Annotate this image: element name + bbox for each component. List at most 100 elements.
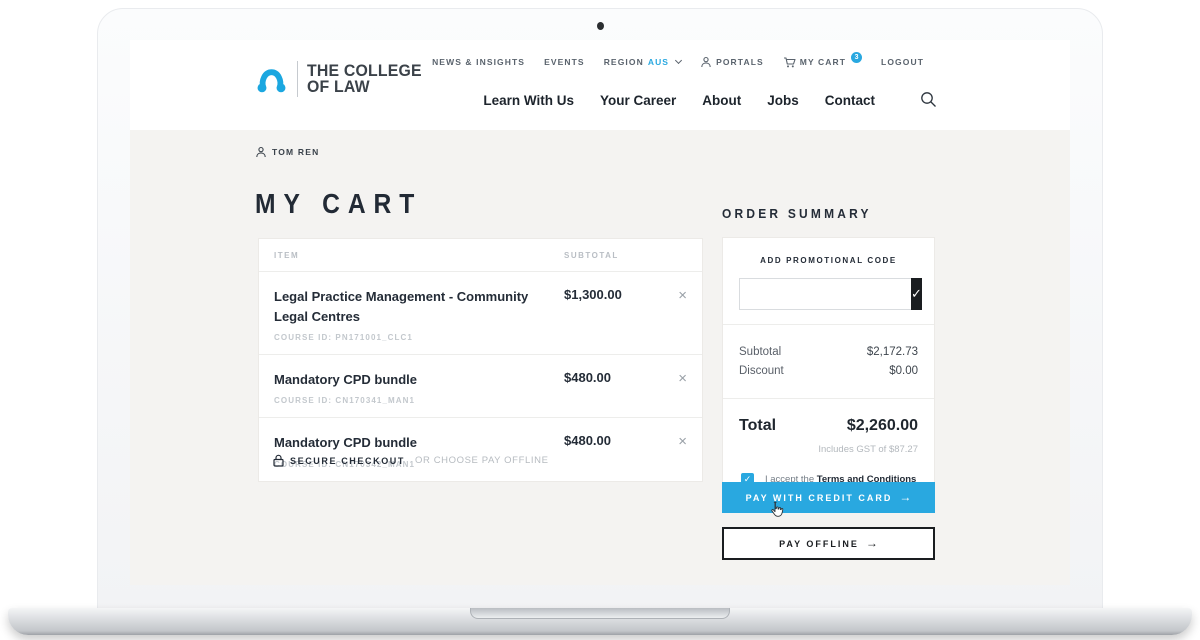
cart-item-row: Mandatory CPD bundle COURSE ID: CN170341… — [259, 355, 702, 419]
pay-offline-button[interactable]: PAY OFFLINE → — [722, 527, 935, 560]
user-name: TOM REN — [272, 147, 320, 157]
main-nav: Learn With Us Your Career About Jobs Con… — [483, 93, 875, 108]
discount-value: $0.00 — [889, 365, 918, 377]
logout-label: LOGOUT — [881, 57, 924, 67]
promo-section: ADD PROMOTIONAL CODE ✓ — [723, 238, 934, 325]
pay-offline-label: PAY OFFLINE — [779, 538, 859, 549]
utility-events[interactable]: EVENTS — [544, 57, 585, 67]
cart-item-course-id: COURSE ID: CN170342_MAN1 — [274, 459, 416, 469]
cart-item-subtotal: $1,300.00 — [564, 287, 622, 302]
utility-nav: NEWS & INSIGHTS EVENTS REGION AUS PORTAL… — [432, 51, 924, 68]
cart-table: ITEM SUBTOTAL Legal Practice Management … — [258, 238, 703, 482]
subtotal-label: Subtotal — [739, 346, 782, 358]
utility-news-label: NEWS & INSIGHTS — [432, 57, 526, 67]
promo-code-row: ✓ — [739, 278, 922, 310]
secure-checkout-note: SECURE CHECKOUT OR CHOOSE PAY OFFLINE — [273, 454, 549, 467]
promo-code-label: ADD PROMOTIONAL CODE — [760, 256, 897, 265]
accept-prefix: I accept the — [765, 474, 815, 485]
nav-learn-with-us[interactable]: Learn With Us — [483, 93, 574, 108]
region-value: AUS — [647, 57, 670, 67]
terms-and-conditions-link[interactable]: Terms and Conditions — [816, 474, 917, 485]
hand-pointer-icon — [771, 501, 784, 517]
cart-item-course-id: COURSE ID: CN170341_MAN1 — [274, 396, 416, 406]
check-icon: ✓ — [743, 474, 752, 484]
nav-jobs[interactable]: Jobs — [767, 93, 799, 108]
cart-item-course-id: COURSE ID: PN171001_CLC1 — [274, 333, 413, 343]
lock-icon — [273, 454, 284, 467]
grand-total-section: Total $2,260.00 Includes GST of $87.27 ✓… — [723, 399, 934, 506]
total-value: $2,260.00 — [846, 417, 918, 434]
cart-count-badge: 3 — [851, 51, 863, 63]
subtotal-row: Subtotal $2,172.73 — [739, 346, 918, 358]
logo-line1: THE COLLEGE — [307, 61, 422, 80]
total-row: Total $2,260.00 — [739, 417, 918, 435]
cart-table-header: ITEM SUBTOTAL — [259, 239, 702, 272]
apply-promo-button[interactable]: ✓ — [911, 278, 922, 310]
arrow-right-icon: → — [899, 490, 912, 504]
person-icon — [701, 56, 711, 68]
cart-item-info: Legal Practice Management - Community Le… — [274, 287, 564, 342]
utility-my-cart[interactable]: MY CART 3 — [783, 51, 863, 68]
logo-divider — [297, 61, 298, 97]
laptop-base — [8, 608, 1192, 635]
laptop-base-notch — [470, 608, 730, 619]
subtotal-value: $2,172.73 — [866, 346, 918, 358]
pay-with-credit-card-button[interactable]: PAY WITH CREDIT CARD → — [722, 482, 935, 513]
check-icon: ✓ — [911, 286, 922, 301]
utility-news-insights[interactable]: NEWS & INSIGHTS — [432, 57, 525, 67]
cart-item-title: Mandatory CPD bundle — [274, 435, 418, 451]
arrow-right-icon: → — [865, 536, 878, 550]
nav-about[interactable]: About — [702, 93, 742, 108]
discount-label: Discount — [739, 365, 784, 377]
or-pay-offline-label[interactable]: OR CHOOSE PAY OFFLINE — [415, 455, 549, 466]
cart-item-subtotal: $480.00 — [564, 433, 611, 449]
utility-logout[interactable]: LOGOUT — [881, 57, 924, 67]
chevron-down-icon — [675, 56, 683, 65]
webcam-dot — [597, 22, 604, 30]
college-of-law-logo[interactable]: THE COLLEGE OF LAW — [255, 61, 427, 97]
remove-item-icon[interactable]: × — [678, 433, 687, 451]
site-header: THE COLLEGE OF LAW NEWS & INSIGHTS EVENT… — [130, 40, 1070, 130]
cart-item-subtotal: $480.00 — [564, 370, 611, 386]
logo-line2: OF LAW — [307, 78, 370, 96]
portals-label: PORTALS — [716, 57, 764, 67]
remove-item-icon[interactable]: × — [678, 287, 687, 304]
cart-item-info: Mandatory CPD bundle COURSE ID: CN170341… — [274, 370, 564, 405]
utility-events-label: EVENTS — [544, 57, 585, 67]
utility-portals[interactable]: PORTALS — [700, 56, 764, 68]
total-label: Total — [739, 417, 777, 434]
totals-section: Subtotal $2,172.73 Discount $0.00 — [723, 325, 934, 399]
mouse-cursor — [771, 501, 786, 524]
order-summary-title: ORDER SUMMARY — [722, 206, 872, 221]
pay-credit-label: PAY WITH CREDIT CARD — [745, 492, 893, 503]
nav-your-career[interactable]: Your Career — [599, 93, 677, 108]
gst-note: Includes GST of $87.27 — [818, 444, 918, 455]
college-of-law-logo-icon — [257, 68, 286, 92]
column-header-item: ITEM — [274, 251, 300, 260]
column-header-subtotal: SUBTOTAL — [564, 251, 619, 260]
cart-item-row: Legal Practice Management - Community Le… — [259, 272, 702, 356]
logged-in-user[interactable]: TOM REN — [255, 146, 319, 158]
cart-item-title: Mandatory CPD bundle — [274, 372, 418, 388]
secure-checkout-label: SECURE CHECKOUT — [290, 455, 406, 466]
utility-region-selector[interactable]: REGION AUS — [603, 56, 683, 67]
search-button[interactable] — [920, 91, 937, 108]
discount-row: Discount $0.00 — [739, 365, 918, 377]
order-summary-card: ADD PROMOTIONAL CODE ✓ Subtotal $2,172.7… — [722, 237, 935, 507]
browser-screen: THE COLLEGE OF LAW NEWS & INSIGHTS EVENT… — [130, 40, 1070, 585]
cart-item-row: Mandatory CPD bundle COURSE ID: CN170342… — [259, 418, 702, 480]
search-icon — [921, 92, 936, 107]
accept-text: I accept the Terms and Conditions — [765, 474, 916, 485]
user-icon — [256, 146, 266, 158]
cart-item-title: Legal Practice Management - Community Le… — [274, 289, 529, 325]
page-title: MY CART — [255, 188, 423, 219]
cart-item-info: Mandatory CPD bundle COURSE ID: CN170342… — [274, 433, 564, 468]
nav-contact[interactable]: Contact — [824, 93, 875, 108]
my-cart-label: MY CART — [799, 57, 847, 67]
region-label: REGION — [603, 57, 644, 67]
logo-wordmark: THE COLLEGE OF LAW — [307, 61, 422, 96]
remove-item-icon[interactable]: × — [678, 370, 687, 388]
promo-code-input[interactable] — [739, 278, 911, 310]
cart-icon — [783, 57, 796, 68]
